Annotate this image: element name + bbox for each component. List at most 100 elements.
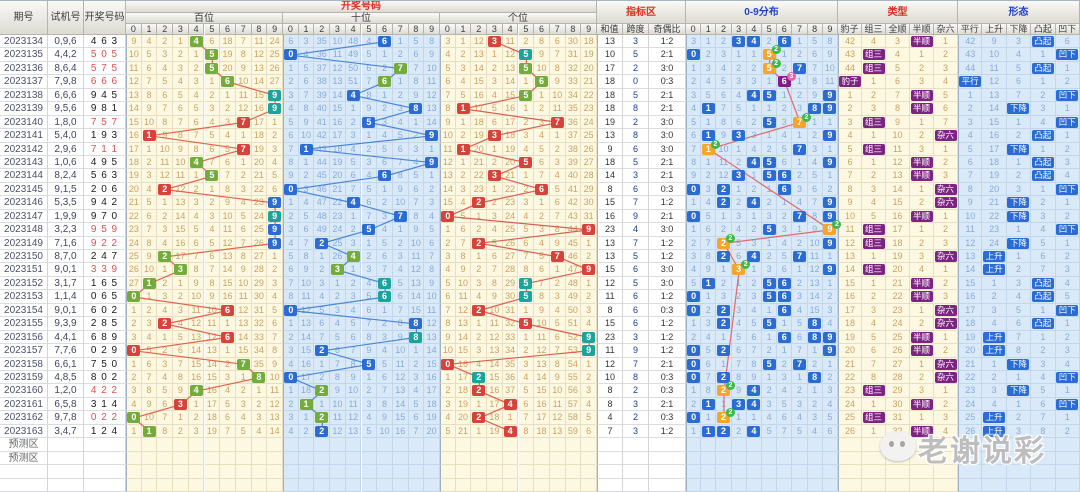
cell-bai-digit-0 <box>126 438 142 452</box>
cell-bai-digit-9: 13 <box>267 411 283 425</box>
cell-bai-digit-1: 1 <box>141 290 158 304</box>
form-hit-pill: 凸起 <box>1031 130 1054 142</box>
cell-dist-digit-0: 4 <box>686 263 702 277</box>
cell-form-1: 上升 <box>982 424 1007 439</box>
cell-dist-digit-5: 2 <box>762 344 778 358</box>
cell-bai-digit-2: 2 <box>157 209 174 224</box>
cell-ge-digit-7: 3 <box>549 290 566 304</box>
cell-shi-digit-3: 6 <box>330 344 346 358</box>
cell-ge-digit-9: 31 <box>581 209 597 224</box>
cell-shi-digit-4: 48 <box>345 35 362 49</box>
cell-type-3: 半顺 <box>910 330 934 345</box>
cell-ge-digit-0: 15 <box>440 196 456 210</box>
cell-shi-digit-7: 7 <box>392 155 409 170</box>
cell-ge-digit-3: 4 <box>487 223 503 237</box>
cell-bai-digit-0: 14 <box>126 102 142 116</box>
cell-bai-digit-6: 6 <box>220 303 236 318</box>
cell-shi-digit-9: 13 <box>424 102 440 116</box>
cell-bai-digit-8: 28 <box>251 263 268 277</box>
cell-shi-digit-3: 3 <box>330 263 346 277</box>
cell-shi-digit-8: 2 <box>408 357 425 371</box>
cell-bai-digit-4: 2 <box>188 411 205 425</box>
cell-shi-digit-6 <box>377 465 393 479</box>
cell-dist-digit-3: 7 <box>731 357 747 371</box>
hit-ball: 4 <box>346 251 360 263</box>
winning-number-cell: 5 0 5 <box>84 48 126 62</box>
form-hit-pill: 下降 <box>1007 197 1030 209</box>
cell-type-0: 2 <box>838 102 862 116</box>
cell-ge-digit-7: 7 <box>549 115 566 130</box>
cell-shi-digit-7 <box>392 478 409 492</box>
winning-number-cell: 1 9 3 <box>84 129 126 143</box>
cell-dist-digit-3: 2 <box>731 196 747 210</box>
cell-ge-digit-8: 35 <box>565 102 582 116</box>
cell-dist-digit-8: 13 <box>807 276 823 291</box>
cell-ge-digit-2: 2 <box>471 330 488 345</box>
cell-bai-digit-8: 12 <box>251 48 268 62</box>
hit-ball: 5 <box>205 62 219 74</box>
hit-ball: 0 <box>441 358 455 370</box>
cell-shi-digit-9: 1 <box>424 169 440 183</box>
cell-type-4: 杂六 <box>934 317 958 331</box>
cell-ge-digit-5: 5 <box>518 61 535 76</box>
cell-shi-digit-0: 1 <box>283 196 299 210</box>
cell-dist-digit-8: 1 <box>807 384 823 398</box>
cell-bai-digit-1: 9 <box>141 102 158 116</box>
cell-ge-digit-0: 11 <box>440 142 456 156</box>
header-group-distribution: 0-9分布 <box>686 1 838 24</box>
test-number-cell: 7,7,6 <box>48 344 84 358</box>
hit-ball: 5 <box>762 156 776 168</box>
cell-ge-digit-2 <box>471 438 488 452</box>
hit-ball: 6 <box>378 291 392 303</box>
cell-shi-digit-6: 6 <box>377 75 393 89</box>
cell-dist-digit-8: 11 <box>807 250 823 264</box>
cell-dist-digit-0 <box>686 478 702 492</box>
span-cell: 2 <box>623 411 649 425</box>
span-cell: 9 <box>623 344 649 358</box>
period-cell: 2023150 <box>0 250 48 264</box>
cell-dist-digit-1: 1 <box>701 276 717 291</box>
cell-type-2: 26 <box>886 344 910 358</box>
cell-shi-digit-3 <box>330 438 346 452</box>
cell-ge-digit-7: 12 <box>549 411 566 425</box>
cell-dist-digit-4: 1 <box>746 102 762 116</box>
cell-ge-digit-9: 30 <box>581 196 597 210</box>
cell-type-2: 32 <box>886 424 910 439</box>
cell-shi-digit-4 <box>345 451 362 466</box>
cell-shi-digit-2: 37 <box>314 61 331 76</box>
header-group-type: 类型 <box>838 1 958 24</box>
cell-dist-digit-4 <box>746 465 762 479</box>
cell-ge-digit-8: 42 <box>565 196 582 210</box>
cell-dist-digit-5: 2 <box>762 35 778 49</box>
cell-ge-digit-3 <box>487 438 503 452</box>
cell-bai-digit-4: 4 <box>188 155 205 170</box>
cell-shi-digit-6 <box>377 451 393 466</box>
cell-bai-digit-4: 3 <box>188 75 205 89</box>
cell-shi-digit-4: 7 <box>345 344 362 358</box>
cell-form-4: 1 <box>1055 411 1080 425</box>
cell-type-3: 3 <box>910 75 934 89</box>
cell-type-4: 3 <box>934 411 958 425</box>
cell-ge-digit-8: 51 <box>565 317 582 331</box>
cell-form-2: 1 <box>1006 223 1032 237</box>
cell-bai-digit-7: 12 <box>235 102 252 116</box>
form-hit-pill: 凹下 <box>1056 49 1079 61</box>
cell-form-2: 5 <box>1006 303 1032 318</box>
cell-form-1: 上升 <box>982 411 1007 425</box>
cell-bai-digit-1: 2 <box>141 303 158 318</box>
cell-form-1: 9 <box>982 35 1007 49</box>
hit-ball: 0 <box>284 183 298 195</box>
odd-even-ratio-cell: 0:3 <box>649 75 686 89</box>
cell-ge-digit-2: 2 <box>471 371 488 385</box>
hit-ball: 8 <box>252 372 266 383</box>
cell-dist-digit-4: 4 <box>746 155 762 170</box>
cell-form-0: 9 <box>958 196 983 210</box>
cell-dist-digit-7: 7 <box>792 250 808 264</box>
cell-shi-digit-0: 3 <box>283 411 299 425</box>
hit-ball: 3 <box>487 36 501 47</box>
cell-bai-digit-4: 2 <box>188 61 205 76</box>
cell-ge-digit-4: 14 <box>502 75 519 89</box>
cell-bai-digit-2: 8 <box>157 115 174 130</box>
header-type-2: 全顺 <box>886 24 910 35</box>
hit-ball: 0 <box>687 291 701 303</box>
